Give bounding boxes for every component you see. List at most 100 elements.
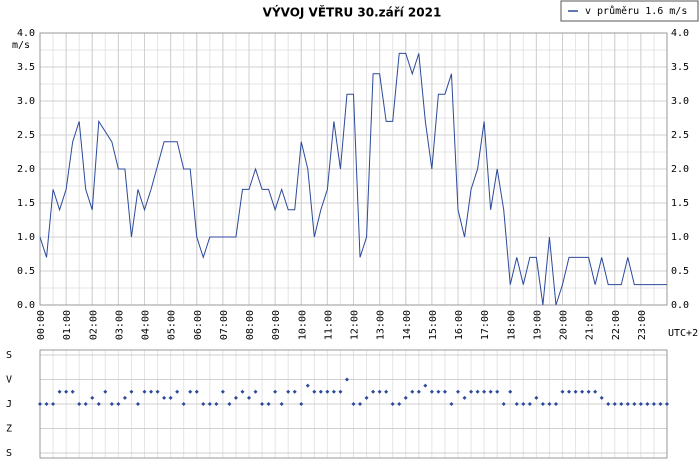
point <box>619 402 624 406</box>
y-tick-label: 1.5 <box>17 198 35 209</box>
x-tick-label: 21:00 <box>585 310 596 340</box>
y-tick-label-right: 3.5 <box>671 62 689 73</box>
point <box>266 402 271 406</box>
point <box>292 389 297 394</box>
point <box>96 402 101 406</box>
point <box>162 395 167 400</box>
x-tick-label: 08:00 <box>245 310 256 340</box>
point <box>547 402 552 406</box>
point <box>233 395 238 400</box>
point <box>273 389 278 394</box>
point <box>70 389 75 394</box>
point <box>449 402 454 406</box>
line <box>39 52 667 306</box>
point <box>338 389 343 394</box>
x-tick-label: 14:00 <box>402 310 413 340</box>
point <box>57 389 62 394</box>
point <box>560 389 565 394</box>
point <box>514 402 519 406</box>
point <box>599 395 604 400</box>
y-tick-label: 2.0 <box>17 164 35 175</box>
point <box>149 389 154 394</box>
point <box>553 402 558 406</box>
point <box>325 389 330 394</box>
point <box>469 389 474 394</box>
point <box>90 395 95 400</box>
x-tick-label: 13:00 <box>376 310 387 340</box>
point <box>645 402 650 406</box>
point <box>318 389 323 394</box>
y-tick-label-right: 3.0 <box>671 96 689 107</box>
point <box>220 389 225 394</box>
point <box>142 389 147 394</box>
point <box>508 389 513 394</box>
point <box>38 402 42 406</box>
point <box>247 395 251 400</box>
x-tick-label: 07:00 <box>219 310 230 340</box>
point <box>567 389 572 394</box>
point <box>586 389 591 394</box>
y-tick-label-right: 0.0 <box>671 300 689 311</box>
x-tick-label: 17:00 <box>480 310 491 340</box>
point <box>122 395 127 400</box>
point <box>116 402 121 406</box>
point <box>51 402 56 406</box>
y-tick-label: 0.5 <box>17 266 35 277</box>
point <box>181 402 186 406</box>
point <box>227 402 232 406</box>
plot-frame <box>39 32 668 306</box>
point <box>64 389 69 394</box>
point <box>155 389 160 394</box>
point <box>540 402 545 406</box>
point <box>573 389 578 394</box>
point <box>194 389 199 394</box>
x-tick-label: 06:00 <box>193 310 204 340</box>
point <box>416 389 421 394</box>
point <box>638 402 643 406</box>
x-tick-label: 00:00 <box>36 310 47 340</box>
point <box>436 389 441 394</box>
x-tick-label: 02:00 <box>88 310 99 340</box>
point <box>665 402 669 406</box>
x-tick-label: 12:00 <box>350 310 361 340</box>
point <box>312 389 317 394</box>
point <box>331 389 336 394</box>
point <box>299 402 304 406</box>
point <box>527 402 532 406</box>
y-tick-label-right: 2.5 <box>671 130 689 141</box>
y-tick-label: V <box>6 375 12 386</box>
point <box>103 389 108 394</box>
x-tick-label: 23:00 <box>637 310 648 340</box>
point <box>625 402 630 406</box>
x-tick-label: 04:00 <box>141 310 152 340</box>
x-tick-label: 18:00 <box>506 310 517 340</box>
y-tick-label-right: 2.0 <box>671 164 689 175</box>
y-tick-label-right: 1.0 <box>671 232 689 243</box>
point <box>188 389 193 394</box>
y-tick-label: 3.0 <box>17 96 35 107</box>
x-tick-label: 03:00 <box>114 310 125 340</box>
x-tick-label: 11:00 <box>323 310 334 340</box>
point <box>207 402 212 406</box>
point <box>44 402 49 406</box>
x-tick-label: 01:00 <box>62 310 73 340</box>
point <box>109 402 114 406</box>
point <box>351 402 356 406</box>
point <box>442 389 447 394</box>
y-tick-label: S <box>6 448 12 459</box>
point <box>410 389 415 394</box>
point <box>377 389 382 394</box>
y-tick-label: 4.0 <box>17 28 35 39</box>
y-tick-label-right: 0.5 <box>671 266 689 277</box>
y-tick-label-right: 4.0 <box>671 28 689 39</box>
point <box>501 402 506 406</box>
point <box>482 389 487 394</box>
point <box>475 389 480 394</box>
point <box>580 389 585 394</box>
point <box>658 402 663 406</box>
point <box>488 389 493 394</box>
point <box>606 402 611 406</box>
x-tick-label: 15:00 <box>428 310 439 340</box>
point <box>305 383 310 388</box>
